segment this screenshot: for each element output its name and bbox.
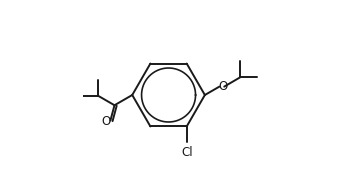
Text: O: O	[102, 115, 111, 128]
Text: O: O	[218, 80, 227, 93]
Text: Cl: Cl	[181, 146, 193, 159]
